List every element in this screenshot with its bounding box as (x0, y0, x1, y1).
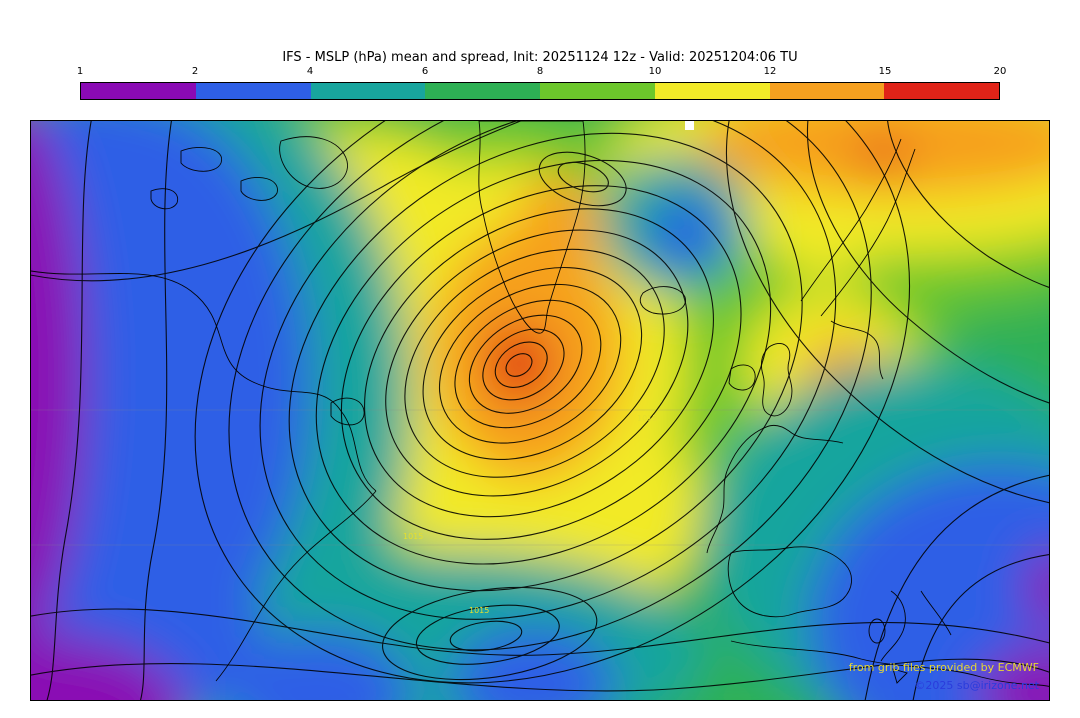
colorbar-segment (769, 83, 885, 99)
map-top-notch (685, 121, 694, 130)
isobar-label: 1015 (403, 532, 423, 541)
colorbar-tick-label: 20 (993, 66, 1007, 77)
isobar-labels: 1015 1015 1015 (403, 414, 657, 615)
graticule (31, 409, 1049, 546)
colorbar-segment (195, 83, 311, 99)
colorbar-ticks: 1 2 4 6 8 10 12 15 20 (76, 66, 1007, 80)
colorbar-tick-label: 10 (648, 66, 662, 77)
credit-ecmwf: from grib files provided by ECMWF (848, 661, 1039, 674)
chart-title: IFS - MSLP (hPa) mean and spread, Init: … (282, 50, 798, 65)
colorbar-segment (540, 83, 655, 99)
colorbar-segment (654, 83, 770, 99)
map-frame: 1015 1015 1015 from grib files provided … (30, 120, 1050, 701)
colorbar-segment (425, 83, 540, 99)
colorbar: 1 2 4 6 8 10 12 15 20 (76, 66, 1007, 106)
isobar-label: 1015 (637, 414, 657, 423)
colorbar-tick-label: 6 (421, 66, 429, 77)
colorbar-tick-label: 15 (878, 66, 892, 77)
colorbar-segment (884, 83, 999, 99)
colorbar-tick-label: 4 (306, 66, 314, 77)
isobar-contours (31, 121, 1049, 700)
colorbar-tick-label: 8 (536, 66, 544, 77)
colorbar-tick-label: 1 (76, 66, 84, 77)
credit-copyright: ©2025 sb@irizone.net (914, 679, 1039, 692)
colorbar-tick-label: 12 (763, 66, 777, 77)
isobar-label: 1015 (469, 606, 489, 615)
colorbar-segment (310, 83, 426, 99)
map-canvas: 1015 1015 1015 (31, 121, 1049, 700)
coastlines (31, 121, 1049, 687)
colorbar-tick-label: 2 (191, 66, 199, 77)
colorbar-segment (81, 83, 196, 99)
colorbar-track (80, 82, 1000, 100)
